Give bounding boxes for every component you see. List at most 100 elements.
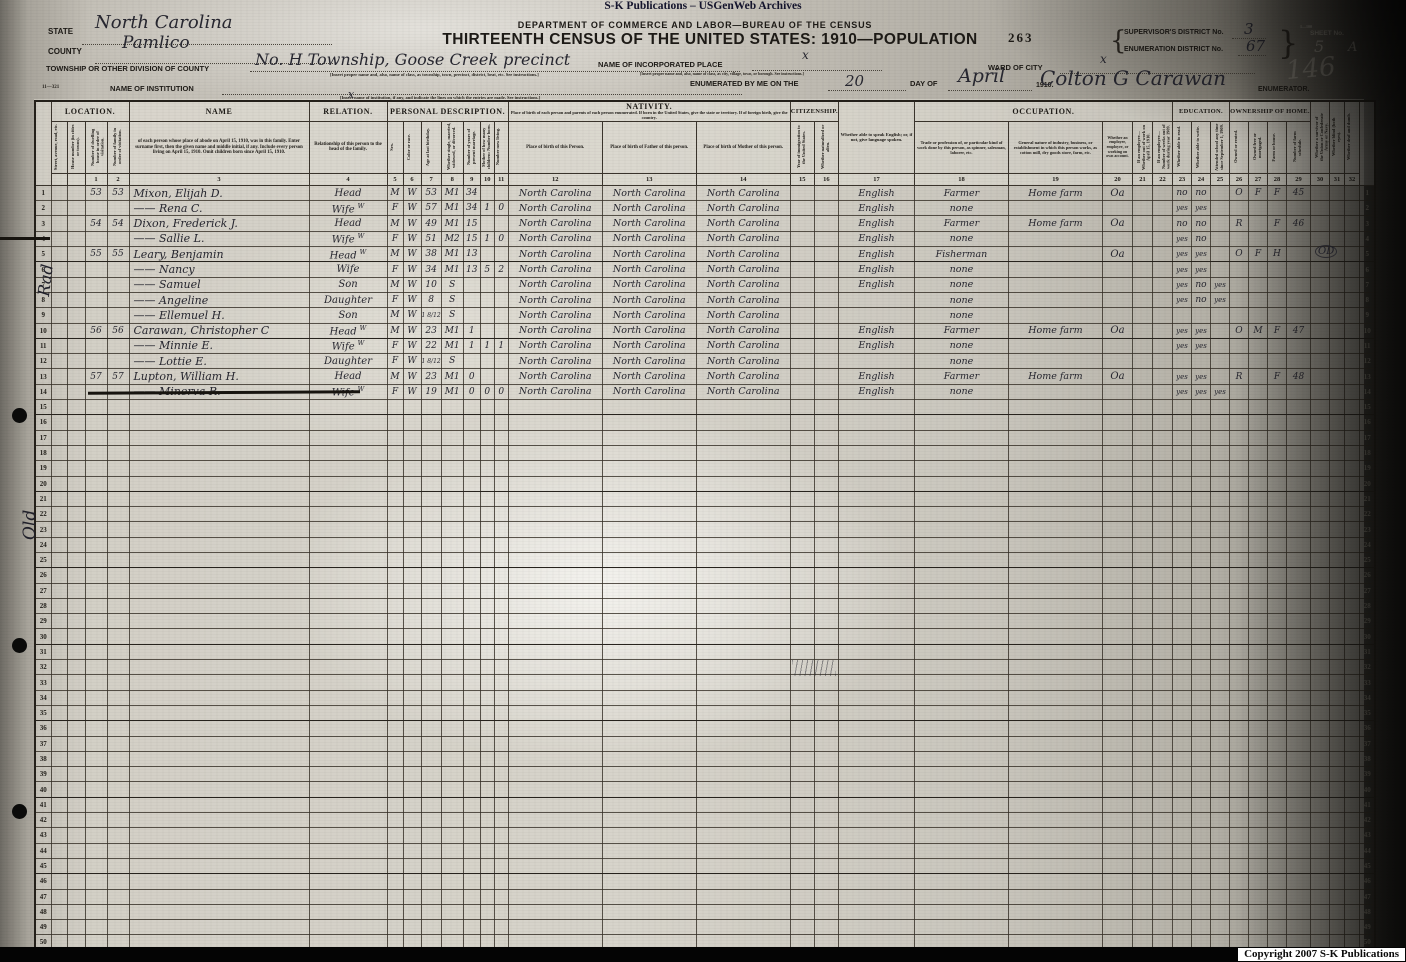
natz-cell	[813, 613, 839, 630]
weeks-cell	[1151, 720, 1173, 737]
write-cell	[1190, 735, 1211, 752]
name-cell: —— Lottie E.	[128, 353, 310, 370]
cb-cell	[479, 475, 495, 492]
column-number: 25	[1209, 172, 1230, 186]
blind-cell	[1328, 582, 1345, 599]
row-number-right: 44	[1358, 842, 1376, 859]
cb-cell	[479, 276, 495, 293]
sex-cell	[386, 444, 404, 462]
table-row: 12 —— Lottie E. Daughter F W 1 8/12 S North Car…	[34, 353, 1376, 370]
pobP-cell: North Carolina	[507, 230, 603, 248]
school-cell	[1209, 781, 1230, 798]
vet-cell	[1309, 567, 1330, 584]
pobP-cell: North Carolina	[507, 353, 603, 370]
freemort-cell	[1247, 444, 1268, 462]
relation-cell	[308, 536, 388, 554]
farmhouse-cell	[1266, 674, 1287, 691]
table-row: 40 40	[34, 781, 1376, 798]
street-cell	[50, 444, 68, 462]
weeks-cell	[1151, 460, 1173, 477]
freemort-cell	[1247, 230, 1268, 248]
industry-cell	[1007, 383, 1103, 401]
color-cell	[402, 919, 422, 936]
table-row: 20 20	[34, 475, 1376, 492]
dwelling-cell	[84, 276, 108, 293]
row-number-left: 26	[34, 567, 52, 584]
yrsmar-cell	[462, 720, 481, 737]
farmsched-cell	[1285, 551, 1311, 569]
marital-cell	[440, 582, 464, 599]
family-cell	[106, 230, 130, 248]
row-number-left: 33	[34, 674, 52, 691]
table-row: 43 43	[34, 827, 1376, 844]
outwork-cell	[1131, 551, 1153, 569]
row-number-left: 48	[34, 903, 52, 921]
table-row: 22 22	[34, 506, 1376, 523]
cl-cell	[493, 276, 509, 293]
col-marital: Whether single, married, widowed, or div…	[440, 120, 464, 174]
immig-cell	[789, 200, 815, 217]
employer-cell	[1101, 551, 1133, 569]
employer-cell	[1101, 475, 1133, 492]
deaf-cell	[1343, 857, 1360, 875]
family-cell	[106, 353, 130, 370]
blind-cell	[1328, 521, 1345, 538]
group-education: EDUCATION.	[1171, 100, 1230, 122]
sex-cell	[386, 490, 404, 508]
immig-cell	[789, 781, 815, 798]
write-cell	[1190, 827, 1211, 844]
trade-cell	[913, 643, 1009, 661]
marital-cell: S	[440, 353, 464, 370]
col-color: Color or race.	[402, 120, 422, 174]
sex-cell: F	[386, 337, 404, 355]
pobF-cell: North Carolina	[601, 246, 697, 263]
blind-cell	[1328, 766, 1345, 783]
sex-cell: F	[386, 291, 404, 309]
owned-cell	[1228, 827, 1249, 844]
deaf-cell	[1343, 796, 1360, 814]
write-cell	[1190, 521, 1211, 538]
dwelling-cell: 56	[84, 322, 108, 339]
color-cell: W	[402, 246, 422, 263]
employer-cell	[1101, 276, 1133, 293]
outwork-cell	[1131, 184, 1153, 202]
outwork-cell	[1131, 291, 1153, 309]
pobP-cell: North Carolina	[507, 322, 603, 339]
school-cell	[1209, 184, 1230, 202]
trade-cell: none	[913, 261, 1009, 278]
marital-cell	[440, 857, 464, 875]
vet-cell	[1309, 659, 1330, 676]
vet-cell	[1309, 888, 1330, 905]
employer-cell	[1101, 399, 1133, 416]
cl-cell	[493, 567, 509, 584]
freemort-cell	[1247, 720, 1268, 737]
house-cell	[66, 812, 86, 829]
color-cell	[402, 567, 422, 584]
school-cell	[1209, 521, 1230, 538]
industry-cell	[1007, 689, 1103, 706]
industry-cell	[1007, 796, 1103, 814]
farmsched-cell	[1285, 567, 1311, 584]
pobP-cell	[507, 536, 603, 554]
w-tick-mark: W	[357, 385, 365, 394]
immig-cell	[789, 322, 815, 339]
yrsmar-cell	[462, 750, 481, 768]
farmsched-cell	[1285, 291, 1311, 309]
street-cell	[50, 460, 68, 477]
name-cell	[128, 689, 310, 706]
house-cell	[66, 720, 86, 737]
family-cell	[106, 521, 130, 538]
margin-scribble: Rad	[34, 263, 57, 298]
relation-cell	[308, 460, 388, 477]
weeks-cell	[1151, 246, 1173, 263]
english-cell	[837, 353, 915, 370]
vet-cell	[1309, 720, 1330, 737]
employer-cell	[1101, 735, 1133, 752]
farmhouse-cell	[1266, 659, 1287, 676]
school-cell	[1209, 490, 1230, 508]
read-cell	[1171, 353, 1192, 370]
deaf-cell	[1343, 429, 1360, 446]
color-cell	[402, 766, 422, 783]
owned-cell	[1228, 735, 1249, 752]
age-cell	[420, 551, 442, 569]
